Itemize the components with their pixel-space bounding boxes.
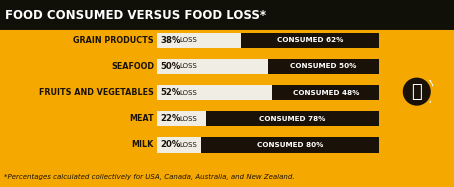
Text: LOSS: LOSS <box>180 63 197 69</box>
Text: 22%: 22% <box>160 114 181 123</box>
Text: MILK: MILK <box>132 140 154 149</box>
Text: LOSS: LOSS <box>180 142 197 148</box>
Text: *Percentages calculated collectively for USA, Canada, Australia, and New Zealand: *Percentages calculated collectively for… <box>4 174 294 180</box>
Text: CONSUMED 48%: CONSUMED 48% <box>292 90 359 96</box>
Text: 50%: 50% <box>160 62 181 71</box>
Text: 20%: 20% <box>160 140 181 149</box>
Text: FRUITS AND VEGETABLES: FRUITS AND VEGETABLES <box>39 88 154 97</box>
Text: MEAT: MEAT <box>129 114 154 123</box>
Text: 52%: 52% <box>160 88 181 97</box>
Text: CONSUMED 50%: CONSUMED 50% <box>290 63 357 69</box>
Text: CONSUMED 62%: CONSUMED 62% <box>277 37 343 43</box>
Text: LOSS: LOSS <box>180 37 197 43</box>
Circle shape <box>419 81 429 88</box>
Text: :  <box>411 83 422 101</box>
Text: LOSS: LOSS <box>180 90 197 96</box>
Text: GRAIN PRODUCTS: GRAIN PRODUCTS <box>73 36 154 45</box>
Text: LOSS: LOSS <box>180 116 197 122</box>
Text: 38%: 38% <box>160 36 181 45</box>
Text: FOOD CONSUMED VERSUS FOOD LOSS*: FOOD CONSUMED VERSUS FOOD LOSS* <box>5 9 266 22</box>
Text: CONSUMED 78%: CONSUMED 78% <box>259 116 326 122</box>
Text: SEAFOOD: SEAFOOD <box>111 62 154 71</box>
Text: CONSUMED 80%: CONSUMED 80% <box>257 142 323 148</box>
